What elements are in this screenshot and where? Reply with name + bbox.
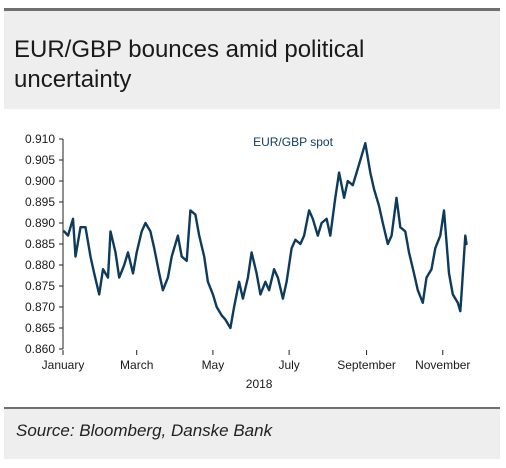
y-tick-label: 0.880 bbox=[25, 258, 55, 272]
x-tick-label: September bbox=[337, 358, 396, 372]
legend-entry: EUR/GBP spot bbox=[253, 135, 333, 149]
source-note: Source: Bloomberg, Danske Bank bbox=[16, 421, 273, 440]
y-tick-label: 0.890 bbox=[25, 216, 55, 230]
line-chart: 0.910 0.905 0.900 0.895 0.890 0.885 0.880 0.875… bbox=[25, 132, 470, 391]
footer: Source: Bloomberg, Danske Bank bbox=[4, 409, 500, 459]
series-line-eur-gbp bbox=[63, 142, 468, 330]
y-tick-label: 0.905 bbox=[25, 153, 55, 167]
y-tick-label: 0.875 bbox=[25, 279, 55, 293]
y-axis: 0.910 0.905 0.900 0.895 0.890 0.885 0.880 0.875… bbox=[25, 132, 64, 356]
y-tick-label: 0.860 bbox=[25, 342, 55, 356]
chart-panel: EUR/GBP bounces amid political uncertain… bbox=[4, 8, 500, 462]
x-tick-label: January bbox=[42, 358, 85, 372]
x-axis-label: 2018 bbox=[246, 377, 273, 391]
top-rule bbox=[4, 8, 500, 11]
x-tick-label: November bbox=[415, 358, 470, 372]
y-tick-label: 0.885 bbox=[25, 237, 55, 251]
y-tick-label: 0.900 bbox=[25, 174, 55, 188]
series-group bbox=[63, 142, 468, 330]
y-tick-label: 0.895 bbox=[25, 195, 55, 209]
x-tick-label: July bbox=[278, 358, 299, 372]
x-tick-label: March bbox=[120, 358, 153, 372]
y-tick-label: 0.910 bbox=[25, 132, 55, 146]
page-title: EUR/GBP bounces amid political uncertain… bbox=[14, 36, 365, 93]
header: EUR/GBP bounces amid political uncertain… bbox=[4, 11, 500, 109]
y-tick-label: 0.865 bbox=[25, 321, 55, 335]
x-axis: January March May July September November bbox=[42, 350, 470, 372]
bottom-rule bbox=[4, 407, 500, 409]
y-tick-label: 0.870 bbox=[25, 300, 55, 314]
x-tick-label: May bbox=[202, 358, 225, 372]
